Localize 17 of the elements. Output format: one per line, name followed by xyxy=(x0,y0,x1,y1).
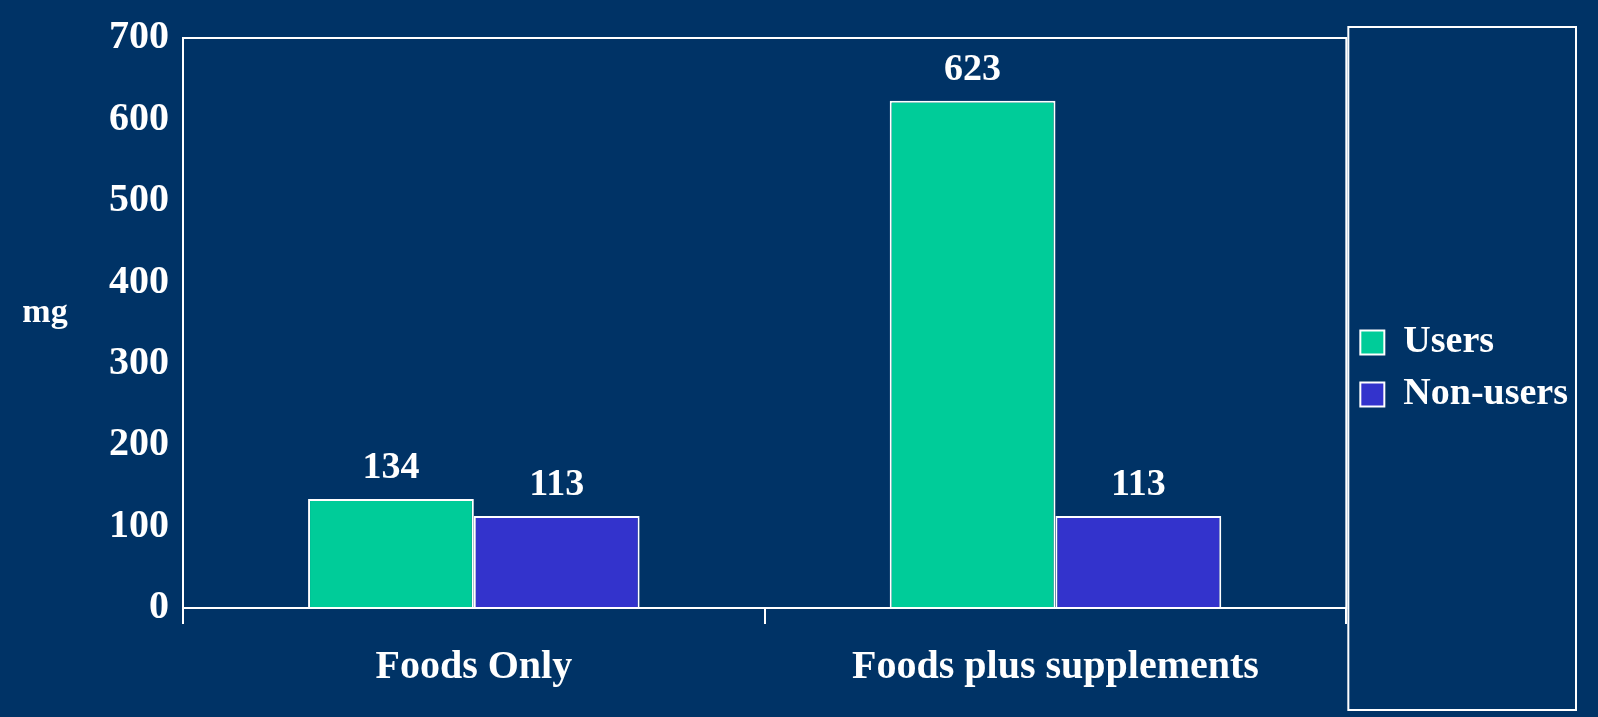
legend-label: Users xyxy=(1403,318,1495,361)
y-tick-label: 400 xyxy=(109,256,169,302)
y-tick-label: 100 xyxy=(109,500,169,546)
y-axis-title: mg xyxy=(22,291,68,329)
data-label: 113 xyxy=(529,460,585,503)
y-tick-label: 0 xyxy=(149,582,169,628)
data-label: 113 xyxy=(1110,460,1166,503)
y-tick-label: 200 xyxy=(109,419,169,465)
y-tick-label: 300 xyxy=(109,338,169,384)
y-tick-label: 600 xyxy=(109,93,169,139)
data-label: 134 xyxy=(362,443,420,486)
y-tick-label: 700 xyxy=(109,12,169,58)
x-tick-label: Foods plus supplements xyxy=(852,642,1259,688)
data-label: 623 xyxy=(944,45,1002,88)
y-tick-label: 500 xyxy=(109,175,169,221)
legend-label: Non-users xyxy=(1403,370,1569,413)
x-tick-label: Foods Only xyxy=(375,642,573,688)
